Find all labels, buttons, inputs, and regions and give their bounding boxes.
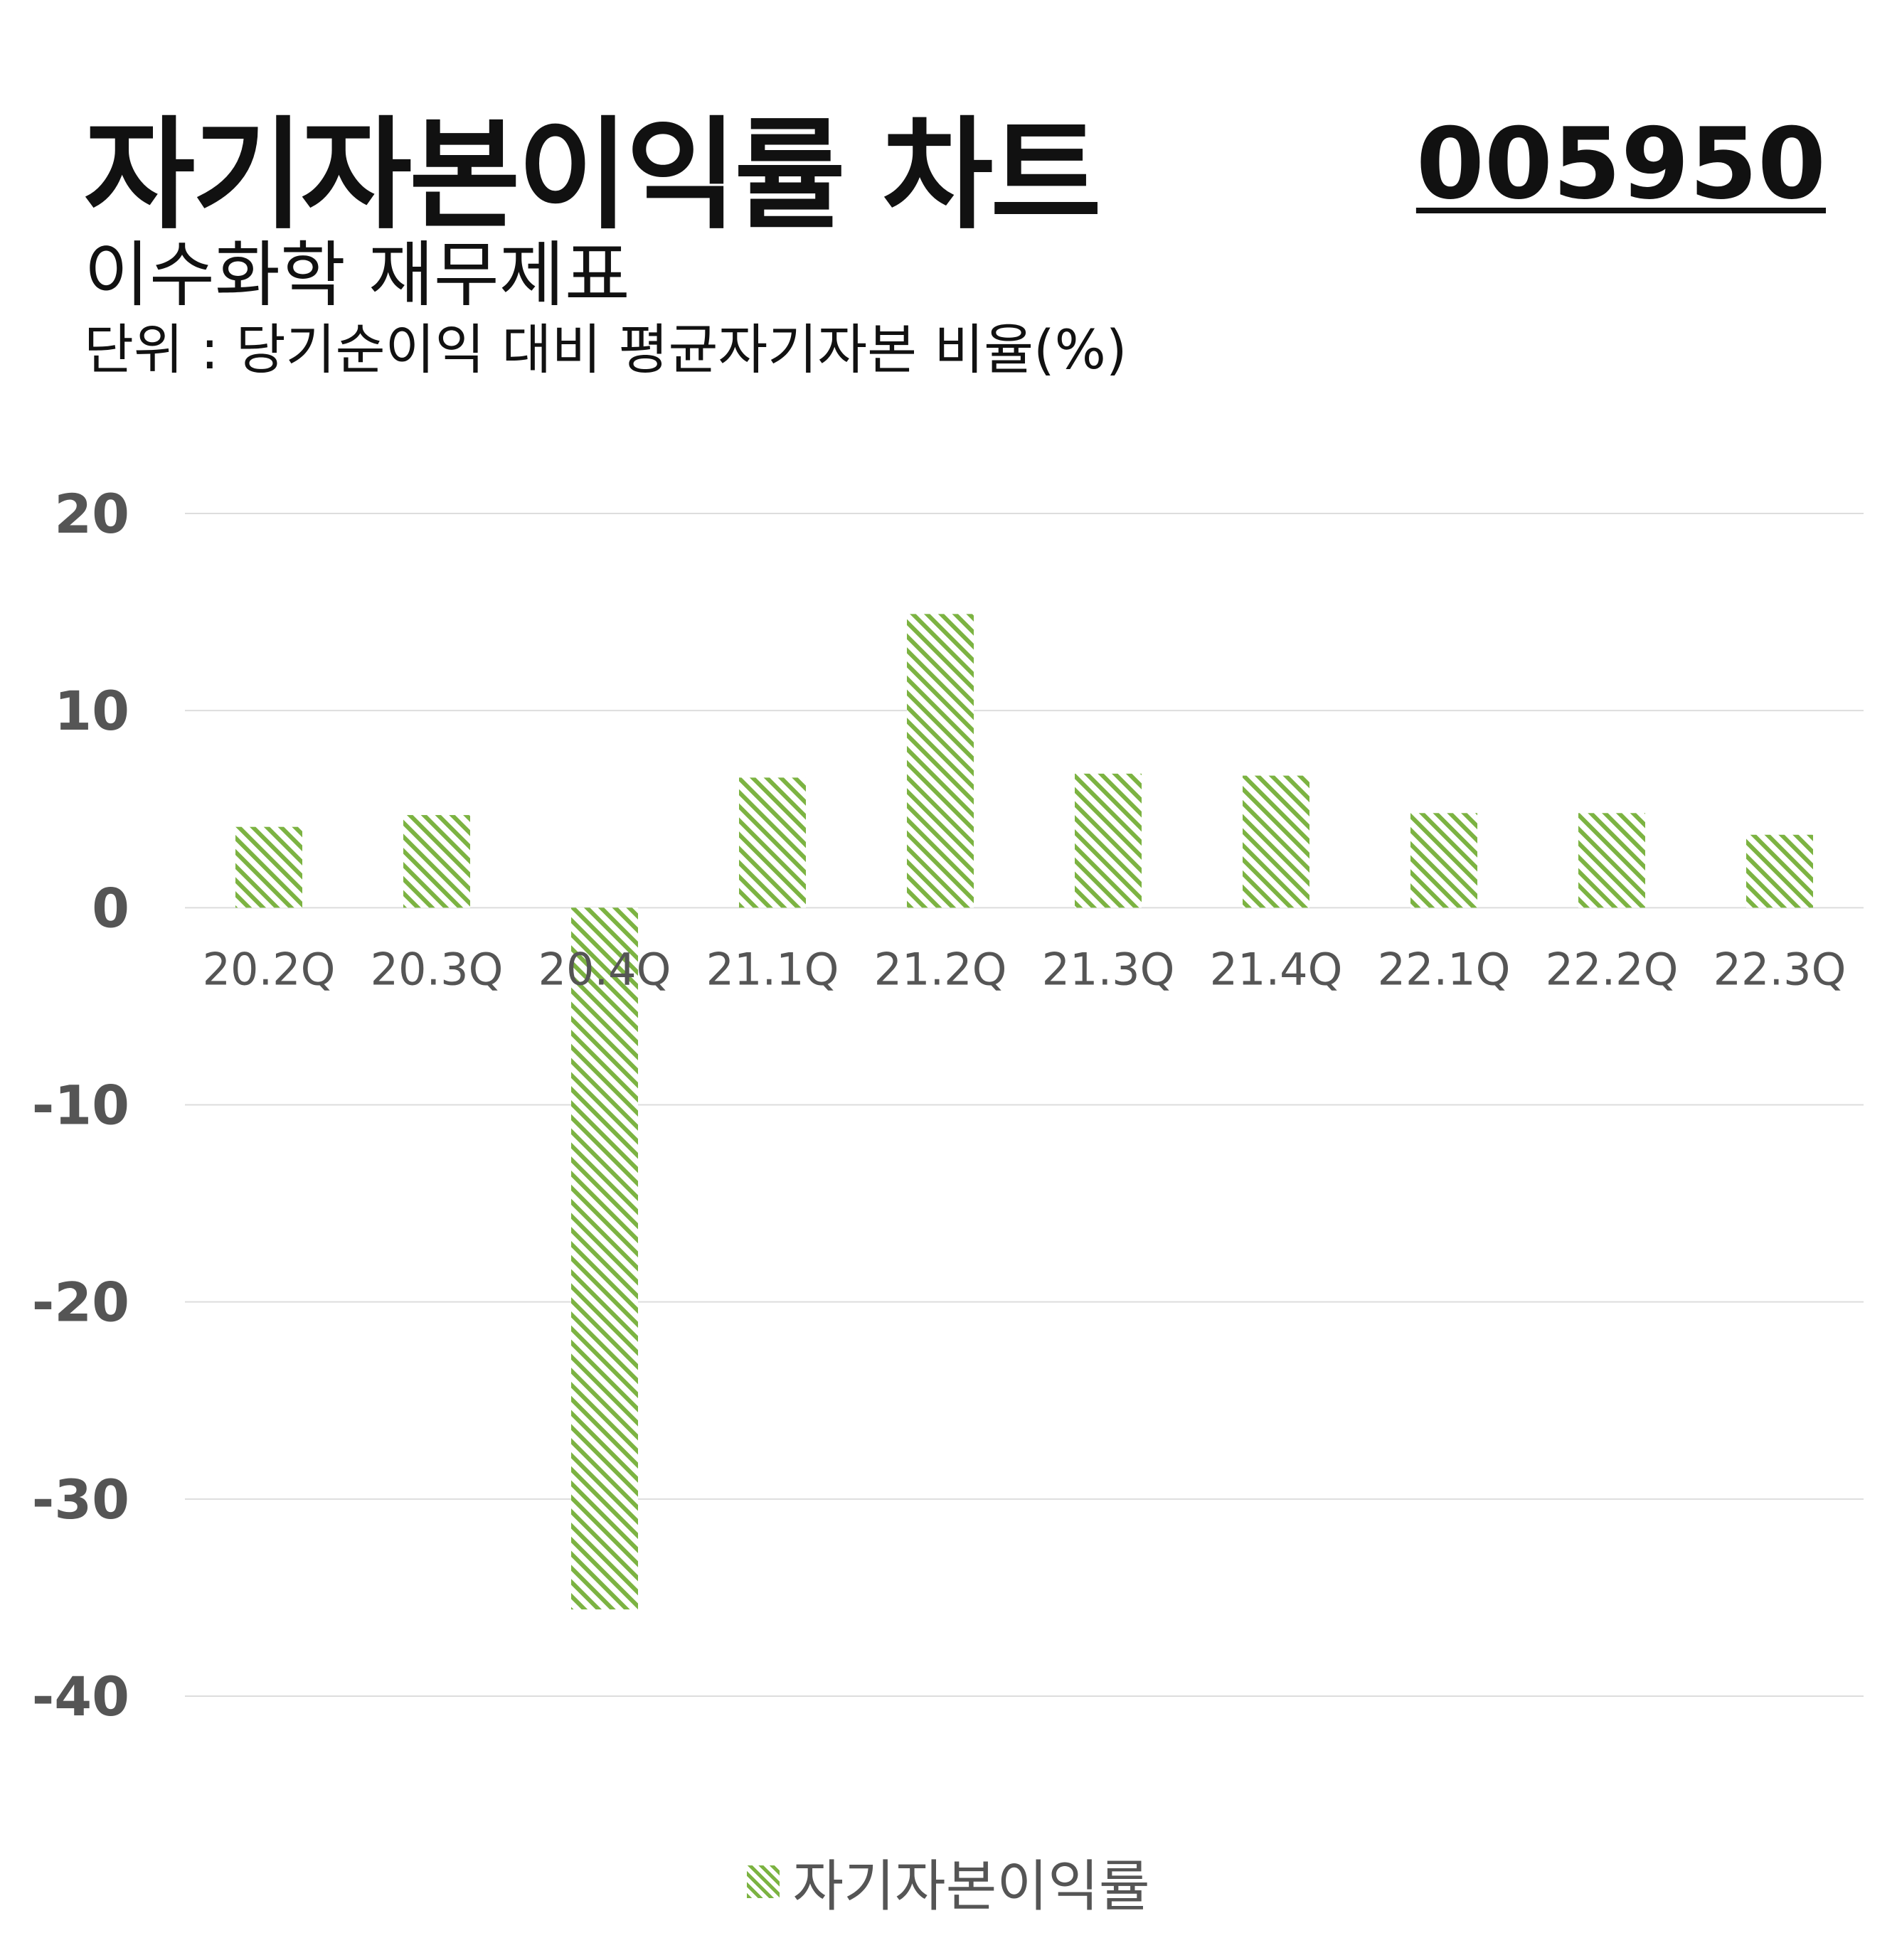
- bar-21.2Q: [907, 614, 974, 908]
- x-axis-ticks: 20.2Q 20.3Q 20.4Q 21.1Q 21.2Q 21.3Q 21.4Q 22.1Q…: [203, 943, 1846, 995]
- y-tick-label: -20: [32, 1271, 129, 1334]
- x-tick-label: 20.4Q: [538, 943, 671, 995]
- x-tick-label: 21.2Q: [874, 943, 1007, 995]
- legend-swatch: [747, 1865, 780, 1898]
- x-tick-label: 22.2Q: [1546, 943, 1679, 995]
- x-tick-label: 20.3Q: [371, 943, 504, 995]
- legend-label: 자기자본이익률: [792, 1855, 1150, 1919]
- bar-22.1Q: [1410, 813, 1477, 908]
- stock-code[interactable]: 005950: [1415, 107, 1826, 221]
- chart-subtitle: 이수화학 재무제표: [84, 233, 630, 316]
- chart-title: 자기자본이익률 차트: [84, 105, 1102, 246]
- grid-lines: [185, 513, 1864, 1697]
- bar-20.4Q: [571, 907, 638, 1610]
- bar-22.2Q: [1578, 813, 1645, 908]
- x-tick-label: 22.3Q: [1713, 943, 1846, 995]
- y-tick-label: -40: [32, 1665, 129, 1728]
- legend: 자기자본이익률: [0, 1842, 1897, 1922]
- bar-21.1Q: [739, 777, 806, 908]
- x-tick-label: 21.3Q: [1042, 943, 1175, 995]
- x-tick-label: 21.1Q: [706, 943, 839, 995]
- bar-22.3Q: [1746, 834, 1813, 908]
- y-tick-label: -30: [32, 1468, 129, 1531]
- x-tick-label: 20.2Q: [203, 943, 336, 995]
- bars: [235, 614, 1813, 1610]
- x-tick-label: 21.4Q: [1210, 943, 1343, 995]
- y-tick-label: -10: [32, 1074, 129, 1137]
- y-tick-label: 20: [54, 482, 129, 545]
- bar-21.4Q: [1243, 775, 1309, 908]
- y-tick-label: 10: [54, 679, 129, 742]
- bar-20.3Q: [403, 815, 470, 908]
- bar-21.3Q: [1075, 773, 1142, 908]
- unit-label: 단위 : 당기순이익 대비 평균자기자본 비율(%): [84, 318, 1127, 381]
- y-tick-label: 0: [92, 876, 129, 939]
- x-tick-label: 22.1Q: [1378, 943, 1511, 995]
- y-axis-ticks: 20 10 0 -10 -20 -30 -40: [32, 482, 129, 1728]
- bar-20.2Q: [235, 826, 302, 908]
